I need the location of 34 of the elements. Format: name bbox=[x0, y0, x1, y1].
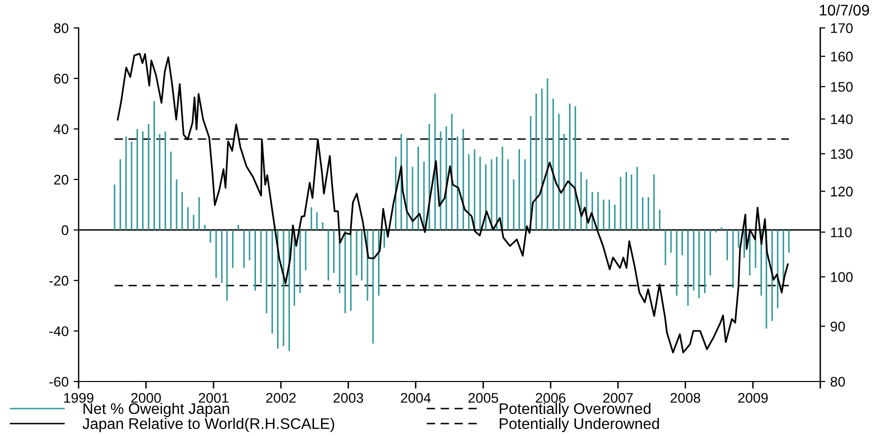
x-tick-label: 2003 bbox=[334, 392, 364, 403]
y-tick-label: 60 bbox=[54, 74, 68, 84]
legend-label: Potentially Overowned bbox=[500, 402, 650, 418]
x-tick-label: 2000 bbox=[131, 392, 161, 403]
legend-label: Potentially Underowned bbox=[500, 418, 659, 432]
x-tick-label: 2002 bbox=[266, 392, 296, 403]
y2-tick-label: 110 bbox=[831, 227, 852, 238]
x-tick-label: 2007 bbox=[603, 392, 633, 403]
y2-tick-label: 80 bbox=[830, 376, 845, 387]
y2-tick-label: 160 bbox=[831, 52, 853, 62]
x-tick-label: 2009 bbox=[738, 392, 768, 403]
y2-tick-label: 120 bbox=[831, 186, 853, 196]
x-tick-label: 2008 bbox=[670, 392, 700, 403]
legend-label: Japan Relative to World(R.H.SCALE) bbox=[82, 418, 334, 432]
y-tick-label: 80 bbox=[54, 23, 68, 34]
y-tick-label: -60 bbox=[49, 376, 68, 387]
legend-label: Net % Oweight Japan bbox=[84, 402, 230, 418]
y2-tick-label: 90 bbox=[830, 322, 845, 332]
y-tick-label: -40 bbox=[49, 326, 68, 336]
y2-tick-label: 170 bbox=[831, 23, 853, 34]
y-tick-label: 40 bbox=[54, 124, 68, 134]
x-tick-label: 2004 bbox=[400, 392, 431, 403]
y2-tick-label: 150 bbox=[831, 82, 853, 92]
y-tick-label: 0 bbox=[62, 225, 68, 236]
x-tick-label: 2006 bbox=[536, 392, 566, 403]
y2-tick-label: 100 bbox=[831, 272, 853, 282]
x-tick-label: 2001 bbox=[198, 392, 228, 403]
x-tick-label: 2005 bbox=[468, 392, 498, 403]
y2-tick-label: 130 bbox=[831, 149, 853, 159]
text: 10/7/09 bbox=[820, 4, 870, 16]
y-tick-label: 20 bbox=[54, 174, 68, 185]
y-tick-label: -20 bbox=[49, 276, 68, 286]
x-tick-label: 1999 bbox=[64, 392, 94, 403]
y2-tick-label: 140 bbox=[831, 114, 853, 124]
